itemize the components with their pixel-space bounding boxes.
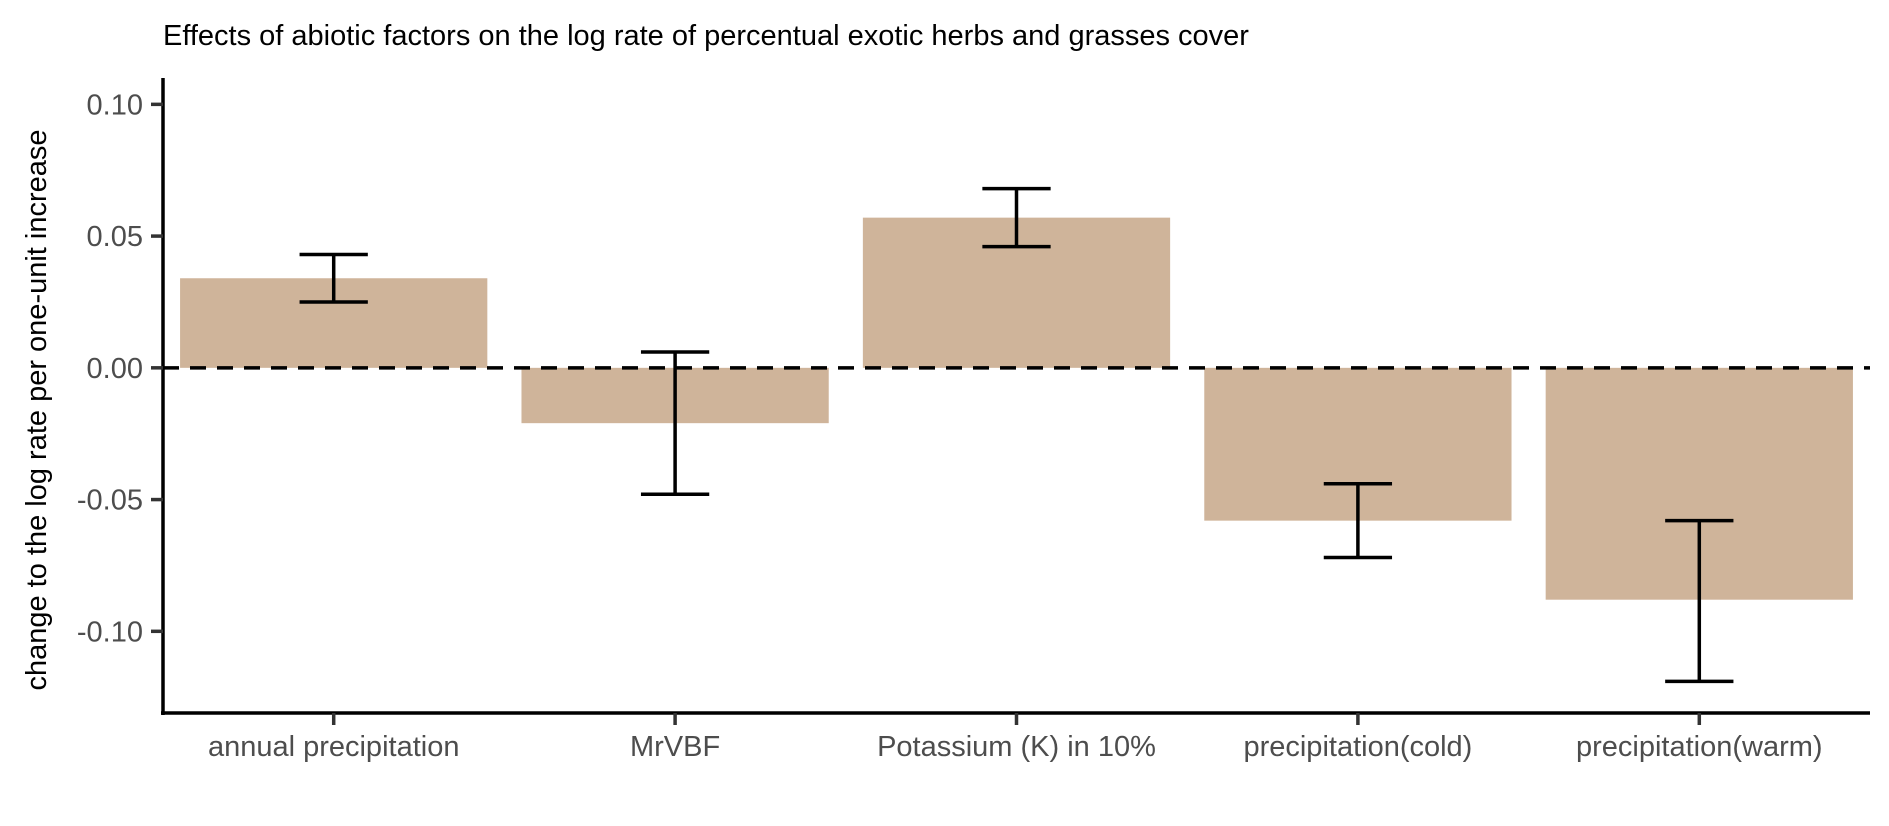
y-tick-label: -0.05 bbox=[77, 485, 143, 517]
y-tick-label: -0.10 bbox=[77, 616, 143, 648]
chart-title: Effects of abiotic factors on the log ra… bbox=[163, 20, 1249, 52]
y-tick-label: 0.10 bbox=[87, 89, 143, 121]
error-bar bbox=[299, 252, 368, 304]
x-tick-label: Potassium (K) in 10% bbox=[877, 731, 1156, 763]
x-tick-label: precipitation(cold) bbox=[1243, 731, 1472, 763]
x-tick-label: precipitation(warm) bbox=[1576, 731, 1823, 763]
error-bar bbox=[1665, 518, 1734, 684]
y-tick-label: 0.00 bbox=[87, 353, 143, 385]
error-bars-group bbox=[299, 186, 1734, 684]
y-tick-label: 0.05 bbox=[87, 221, 143, 253]
error-bar bbox=[982, 186, 1051, 249]
x-tick-label: MrVBF bbox=[630, 731, 720, 763]
x-tick-label: annual precipitation bbox=[208, 731, 460, 763]
x-ticks-group: annual precipitation MrVBF Potassium (K) i… bbox=[208, 713, 1823, 763]
y-ticks-group: 0.10 0.05 0.00 -0.05 -0.10 bbox=[77, 89, 163, 648]
bars-group bbox=[180, 217, 1853, 600]
y-axis-label: change to the log rate per one-unit incr… bbox=[21, 129, 53, 690]
error-bar bbox=[640, 350, 710, 497]
error-bar bbox=[1323, 482, 1393, 560]
